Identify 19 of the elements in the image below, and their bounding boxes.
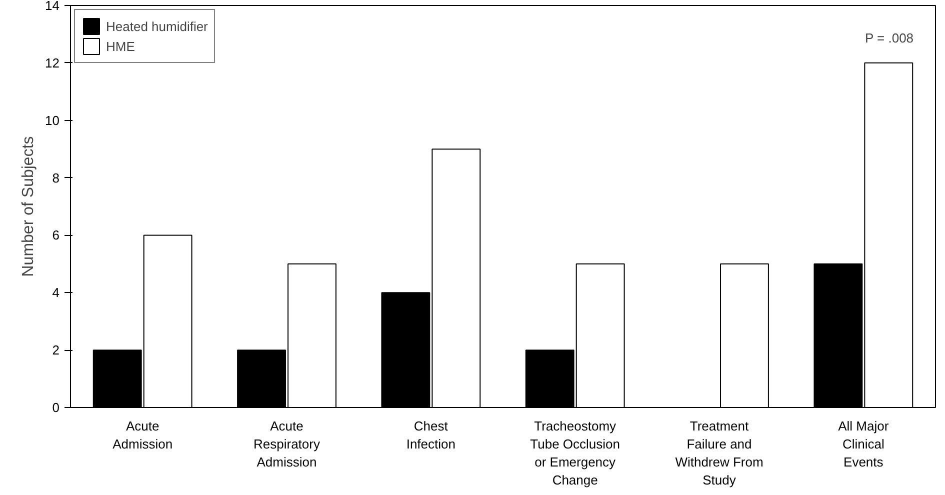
y-tick-label: 10 <box>45 112 60 128</box>
x-tick-label: Treatment Failure and Withdrew From Study <box>675 418 764 488</box>
legend-label: Heated humidifier <box>106 18 208 34</box>
x-tick-label: Tracheostomy Tube Occlusion or Emergency Change <box>530 418 620 488</box>
x-tick-label: All Major Clinical Events <box>838 418 890 470</box>
y-tick-label: 6 <box>52 228 60 243</box>
x-tick-label: Acute Respiratory Admission <box>254 418 320 470</box>
y-tick-label: 14 <box>45 0 60 13</box>
y-tick-label: 0 <box>52 400 60 415</box>
y-tick-label: 8 <box>52 170 60 186</box>
annotation: P = .008 <box>864 30 914 46</box>
y-tick-label: 2 <box>52 342 60 358</box>
x-tick-label: Acute Admission <box>112 418 173 452</box>
x-tick-label: Chest Infection <box>406 418 456 452</box>
y-tick-label: 4 <box>52 285 60 300</box>
legend-label: HME <box>106 38 135 54</box>
y-tick-label: 12 <box>45 55 60 70</box>
bar <box>720 263 769 408</box>
y-axis-title: Number of Subjects <box>20 136 38 277</box>
